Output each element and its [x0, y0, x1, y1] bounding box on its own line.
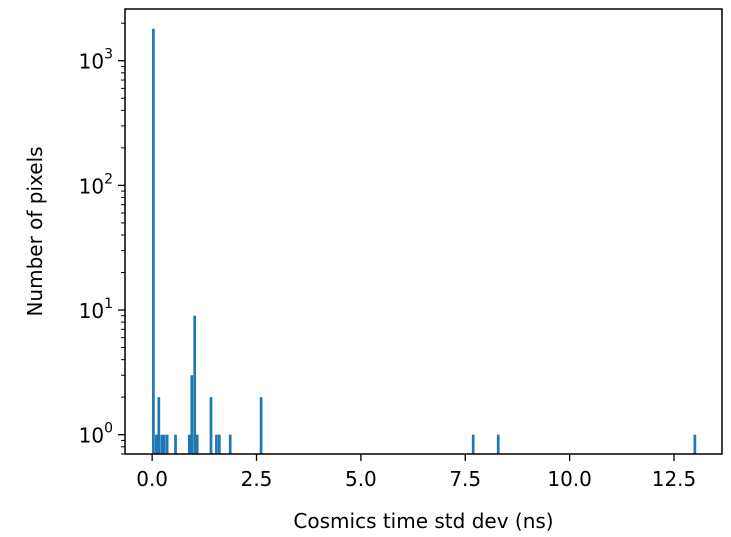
histogram-bar — [157, 397, 161, 454]
histogram-bar — [162, 434, 166, 454]
y-tick-label: 103 — [79, 47, 113, 74]
histogram-bar — [496, 434, 500, 454]
x-tick-label: 5.0 — [345, 467, 377, 491]
histogram-bar — [193, 315, 197, 454]
histogram-bar — [693, 434, 697, 454]
histogram-bar — [154, 434, 158, 454]
histogram-bar — [152, 28, 155, 455]
histogram-bar — [174, 434, 177, 454]
x-tick-label: 0.0 — [136, 467, 168, 491]
bars-group — [152, 28, 697, 455]
y-axis-ticks: 100 101 102 103 — [79, 22, 125, 455]
y-tick-label: 102 — [79, 171, 113, 198]
histogram-bar — [228, 434, 232, 454]
histogram-bar — [160, 434, 164, 454]
y-axis-label: Number of pixels — [23, 146, 47, 316]
y-tick-label: 100 — [79, 421, 113, 448]
y-tick-label: 101 — [79, 296, 113, 323]
x-axis-ticks: 0.0 2.5 5.0 7.5 10.0 12.5 — [136, 454, 696, 491]
histogram-bar — [195, 434, 199, 454]
histogram-bar — [190, 375, 194, 454]
histogram-bar — [209, 397, 213, 454]
histogram-bar — [165, 434, 169, 454]
histogram-bar — [187, 434, 191, 454]
x-tick-label: 2.5 — [241, 467, 273, 491]
histogram-bar — [217, 434, 221, 454]
x-axis-label: Cosmics time std dev (ns) — [293, 509, 553, 533]
plot-frame — [124, 8, 723, 455]
x-tick-label: 10.0 — [547, 467, 592, 491]
histogram-bar — [259, 397, 263, 454]
x-tick-label: 7.5 — [449, 467, 481, 491]
x-tick-label: 12.5 — [652, 467, 697, 491]
histogram-bar — [215, 434, 218, 454]
histogram-bar — [471, 434, 475, 454]
